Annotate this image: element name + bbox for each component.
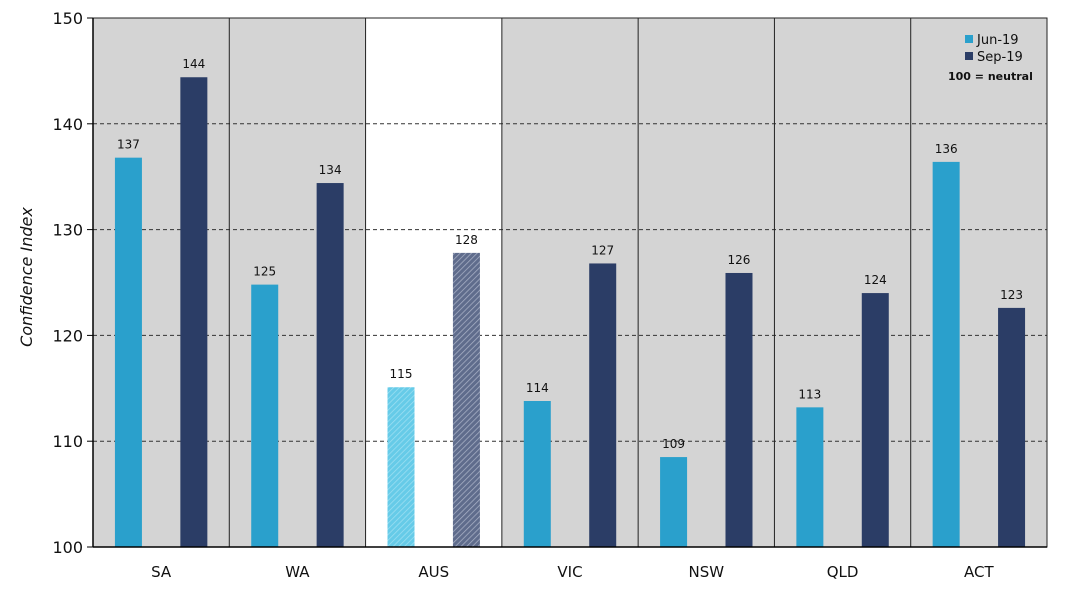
y-tick-label-130: 130 <box>52 221 83 240</box>
data-label-sep-19-wa: 134 <box>319 163 342 177</box>
bar-sep-19-aus <box>452 252 480 547</box>
x-tick-label-vic: VIC <box>557 563 582 581</box>
bar-jun-19-vic <box>523 400 551 547</box>
data-label-jun-19-act: 136 <box>935 142 958 156</box>
data-label-jun-19-qld: 113 <box>798 387 821 401</box>
y-tick-label-150: 150 <box>52 9 83 28</box>
bar-jun-19-aus <box>387 387 415 547</box>
legend-note: 100 = neutral <box>948 70 1033 83</box>
plot-area <box>93 18 1047 547</box>
bar-sep-19-sa <box>180 77 208 548</box>
legend-label-sep-19: Sep-19 <box>977 50 1023 65</box>
legend-label-jun-19: Jun-19 <box>976 33 1019 48</box>
data-label-jun-19-nsw: 109 <box>662 437 685 451</box>
legend-swatch-jun-19 <box>965 35 973 43</box>
data-label-jun-19-wa: 125 <box>253 265 276 279</box>
y-tick-label-120: 120 <box>52 326 83 345</box>
x-tick-label-act: ACT <box>964 563 994 581</box>
y-tick-label-100: 100 <box>52 538 83 557</box>
x-tick-label-nsw: NSW <box>688 563 724 581</box>
y-tick-label-110: 110 <box>52 432 83 451</box>
legend-swatch-sep-19 <box>965 52 973 60</box>
data-label-sep-19-qld: 124 <box>864 273 887 287</box>
y-axis-title: Confidence Index <box>17 207 36 347</box>
bar-jun-19-act <box>932 161 960 547</box>
data-label-jun-19-aus: 115 <box>390 367 413 381</box>
y-tick-label-140: 140 <box>52 115 83 134</box>
data-label-sep-19-aus: 128 <box>455 233 478 247</box>
data-label-sep-19-act: 123 <box>1000 288 1023 302</box>
data-label-sep-19-sa: 144 <box>182 57 205 71</box>
x-tick-label-sa: SA <box>151 563 172 581</box>
highlight-panel-aus <box>365 18 502 547</box>
bar-jun-19-sa <box>114 157 142 547</box>
data-label-sep-19-nsw: 126 <box>728 253 751 267</box>
bar-sep-19-wa <box>316 183 344 547</box>
x-tick-label-aus: AUS <box>418 563 449 581</box>
data-label-jun-19-vic: 114 <box>526 381 549 395</box>
legend: Jun-19 Sep-19 100 = neutral <box>948 33 1033 83</box>
bar-sep-19-act <box>998 307 1026 547</box>
bar-jun-19-qld <box>796 407 824 547</box>
bar-jun-19-wa <box>251 284 279 547</box>
x-tick-label-qld: QLD <box>827 563 859 581</box>
bar-sep-19-vic <box>589 263 617 547</box>
data-label-sep-19-vic: 127 <box>591 243 614 257</box>
x-tick-label-wa: WA <box>285 563 310 581</box>
bar-sep-19-nsw <box>725 272 753 547</box>
bar-sep-19-qld <box>861 293 889 547</box>
bar-jun-19-nsw <box>660 457 688 547</box>
data-label-jun-19-sa: 137 <box>117 138 140 152</box>
